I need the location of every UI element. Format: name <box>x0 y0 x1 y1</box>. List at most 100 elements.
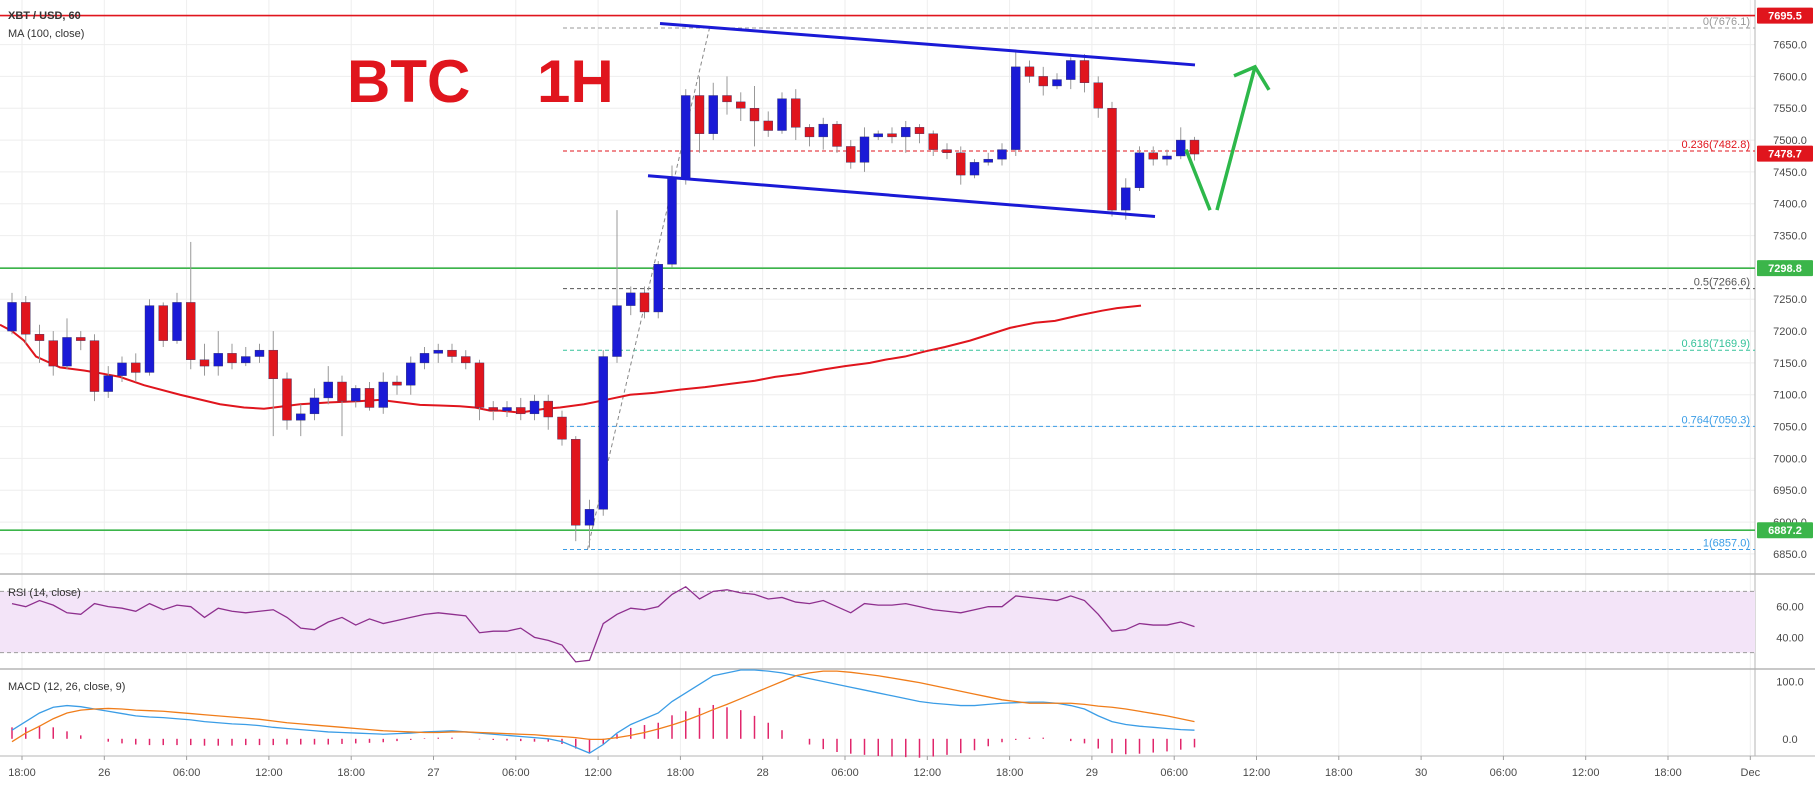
price-tick-label: 7050.0 <box>1773 422 1807 434</box>
candle <box>969 159 980 179</box>
candle <box>1162 149 1172 166</box>
price-tags: 7695.5 7478.7 7298.8 6887.2 <box>1757 7 1813 539</box>
candle <box>172 292 182 344</box>
candle <box>1134 146 1145 191</box>
bull-candle-body <box>653 264 663 313</box>
arrow-head <box>1233 64 1271 91</box>
candle <box>557 410 567 446</box>
channel-upper-line <box>659 22 1196 67</box>
grid-layer <box>0 0 1815 757</box>
horizontal-lines <box>0 14 1755 532</box>
candle <box>667 165 677 268</box>
bear-candle-body <box>694 95 705 134</box>
candle <box>1093 76 1103 118</box>
candle <box>34 324 45 363</box>
price-tag-label: 6887.2 <box>1768 525 1802 537</box>
bear-candle-body <box>158 305 168 341</box>
candle <box>1024 60 1035 83</box>
rsi-band <box>0 590 1755 654</box>
candle <box>914 124 925 144</box>
candle <box>48 331 58 376</box>
arrow-dip-segment <box>1184 148 1212 211</box>
bull-candle-body <box>859 136 870 163</box>
bull-candle-body <box>7 302 17 332</box>
axes: 6850.06900.06950.07000.07050.07100.07150… <box>8 40 1807 779</box>
time-tick-label: 28 <box>757 767 769 779</box>
candle <box>1148 146 1158 166</box>
macd-tick-label: 100.0 <box>1776 676 1804 688</box>
price-tick-label: 7200.0 <box>1773 326 1807 338</box>
time-tick-label: 29 <box>1086 767 1098 779</box>
bear-candle-body <box>1093 82 1103 109</box>
candle <box>117 356 127 382</box>
time-tick-label: 12:00 <box>914 767 942 779</box>
bull-candle-body <box>254 349 265 357</box>
bull-candle-body <box>172 302 182 341</box>
candle <box>983 152 993 166</box>
candle <box>1107 101 1117 217</box>
candle <box>626 286 636 316</box>
bull-candle-body <box>241 356 251 364</box>
bull-candle-body <box>626 292 636 306</box>
candle <box>1189 136 1200 161</box>
candle <box>488 401 498 421</box>
candle <box>392 375 402 395</box>
signal-line <box>11 670 1195 743</box>
bear-candle-body <box>392 381 402 386</box>
candle <box>1176 127 1186 160</box>
fib-label: 1(6857.0) <box>1703 537 1750 549</box>
candle <box>337 375 347 437</box>
price-tag <box>1757 7 1813 24</box>
candle <box>351 385 361 408</box>
candle <box>859 127 870 172</box>
rsi-band-fill <box>0 591 1755 653</box>
bull-candle-body <box>818 123 828 138</box>
candle <box>997 143 1007 166</box>
time-tick-label: 06:00 <box>831 767 859 779</box>
price-tick-label: 7550.0 <box>1773 103 1807 115</box>
bull-candle-body <box>681 95 691 179</box>
bear-candle-body <box>1148 152 1158 160</box>
bull-candle-body <box>144 305 155 373</box>
bull-candle-body <box>1134 152 1145 189</box>
candle <box>103 366 113 398</box>
bear-candle-body <box>736 101 746 109</box>
fib-label: 0.618(7169.9) <box>1682 338 1751 350</box>
time-tick-label: 06:00 <box>502 767 530 779</box>
fib-label: 0.764(7050.3) <box>1682 414 1751 426</box>
time-tick-label: 12:00 <box>1572 767 1600 779</box>
bull-candle-body <box>309 397 320 415</box>
candle <box>76 331 86 351</box>
bull-candle-body <box>62 337 72 367</box>
bull-candle-body <box>997 149 1007 160</box>
bear-candle-body <box>914 127 925 134</box>
rsi-tick-label: 40.00 <box>1776 632 1804 644</box>
candle <box>7 292 17 335</box>
time-tick-label: 18:00 <box>996 767 1024 779</box>
time-tick-label: 12:00 <box>584 767 612 779</box>
bear-candle-body <box>21 302 31 335</box>
price-tag <box>1757 260 1813 277</box>
macd-pane <box>11 669 1196 758</box>
bear-candle-body <box>928 133 938 150</box>
bear-candle-body <box>639 292 650 313</box>
bear-candle-body <box>447 349 457 357</box>
candle <box>158 302 168 347</box>
candle <box>804 124 815 147</box>
bull-candle-body <box>1162 155 1172 160</box>
bull-candle-body <box>777 98 787 131</box>
bear-candle-body <box>199 359 210 367</box>
price-tick-label: 7100.0 <box>1773 390 1807 402</box>
bull-candle-body <box>983 158 993 163</box>
rsi-line <box>11 585 1195 663</box>
projection-arrow <box>1184 64 1271 211</box>
candle <box>846 140 856 169</box>
candle <box>502 401 512 418</box>
candle <box>364 382 375 411</box>
rsi-tick-label: 60.00 <box>1776 602 1804 614</box>
candle <box>378 372 388 414</box>
candle <box>131 353 141 382</box>
rsi-pane <box>11 585 1195 663</box>
price-tag <box>1757 522 1813 539</box>
candle <box>763 111 773 137</box>
